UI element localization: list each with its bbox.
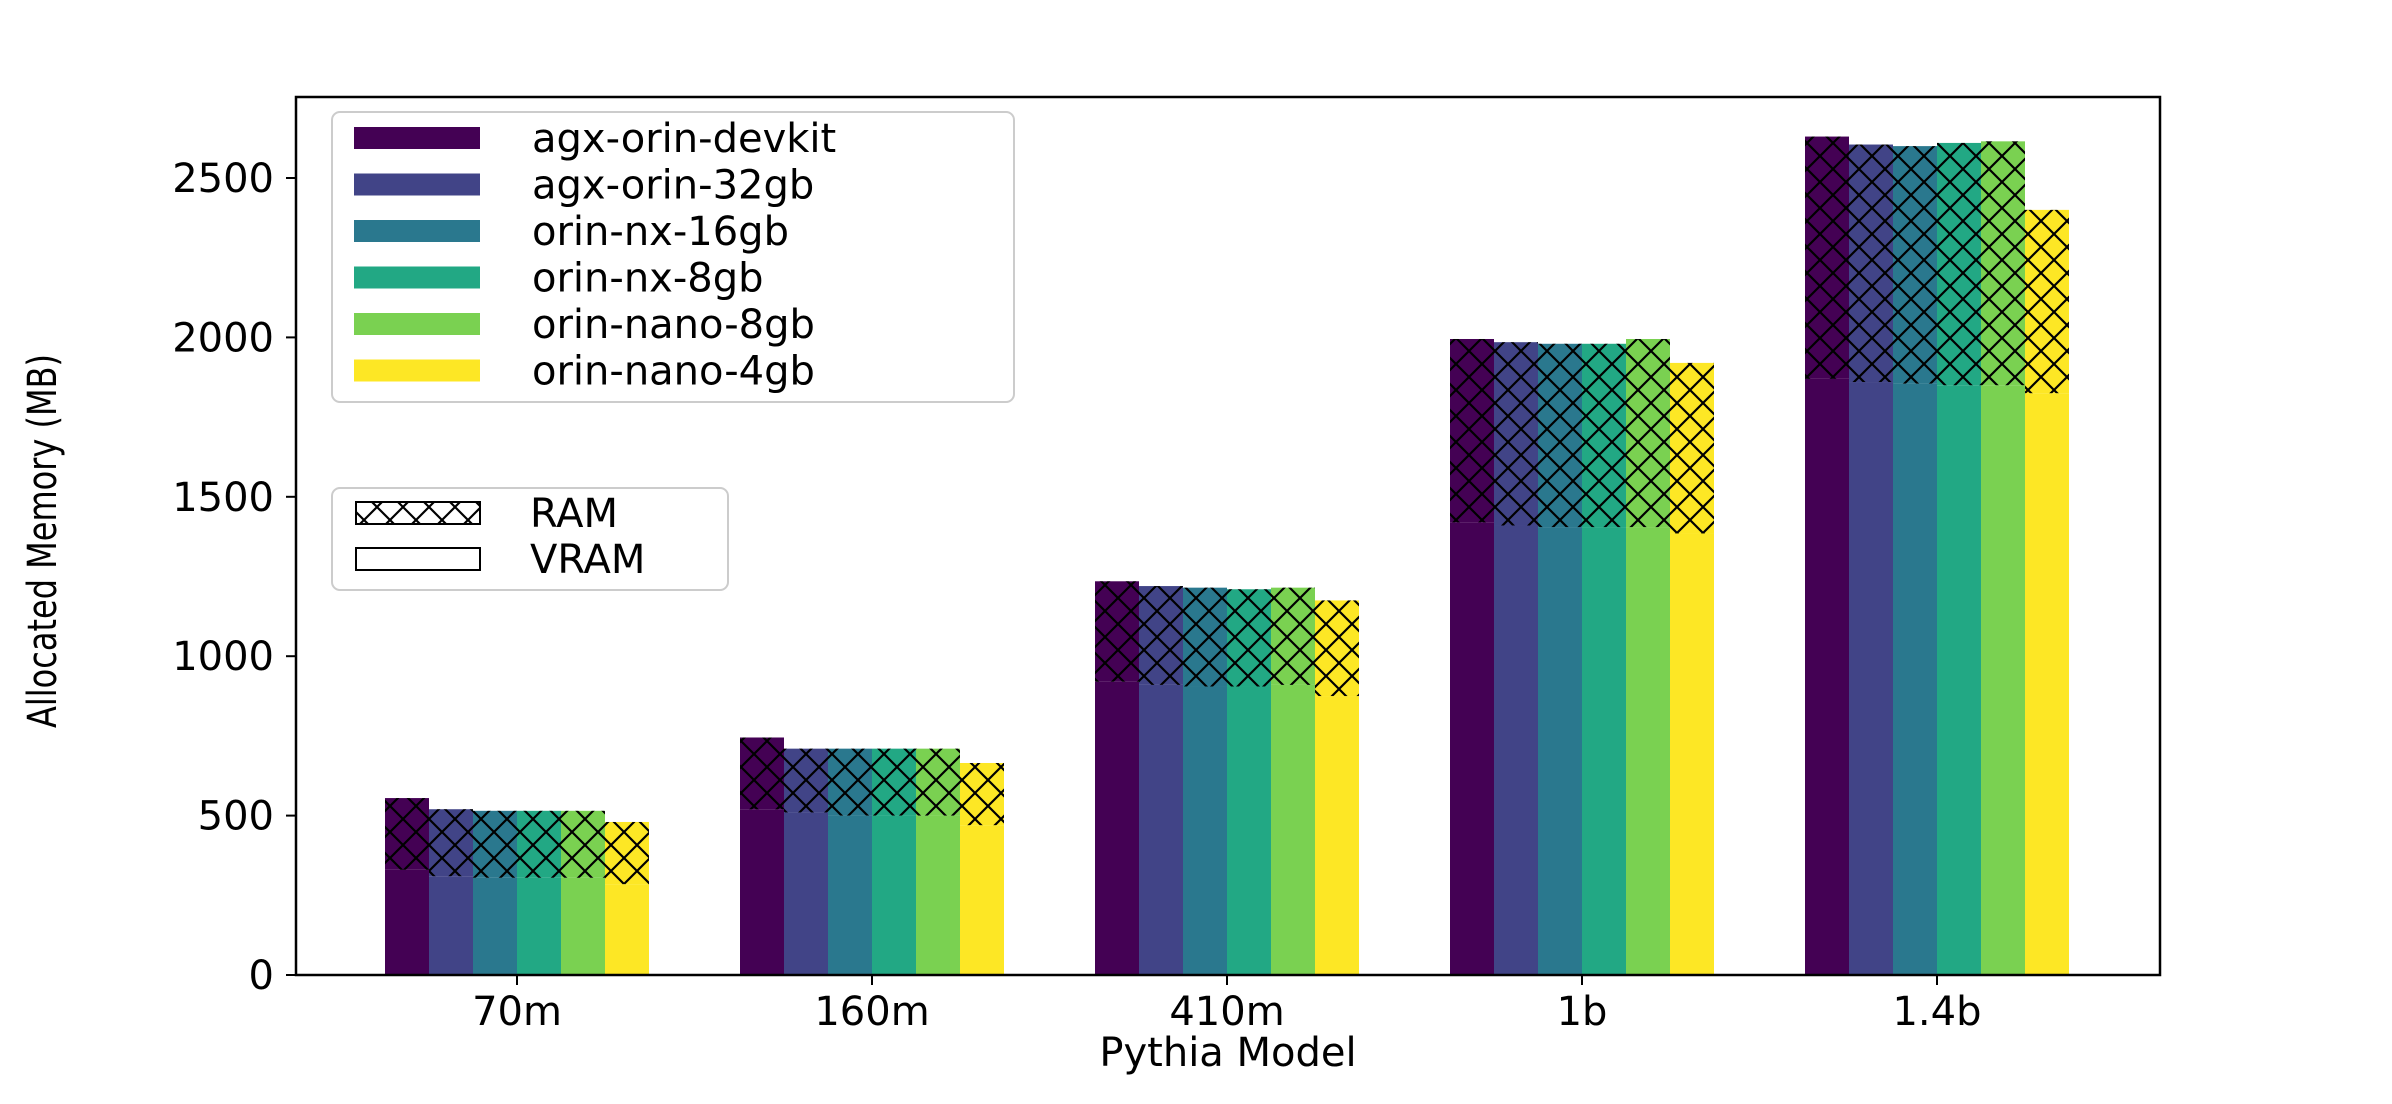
bar-vram-orin-nx-8gb-160m	[872, 815, 916, 975]
legend-label-orin-nx-16gb: orin-nx-16gb	[532, 209, 789, 255]
x-tick-label: 1.4b	[1892, 989, 1981, 1035]
plot-frame	[294, 95, 2162, 977]
x-axis-title: Pythia Model	[1099, 1030, 1356, 1076]
bar-vram-orin-nx-8gb-1b	[1582, 527, 1626, 975]
y-tick-label: 2500	[172, 156, 274, 202]
bar-ram-hatch-orin-nx-8gb-70m	[517, 810, 561, 878]
hatch-legend-label-VRAM: VRAM	[530, 537, 645, 583]
bar-vram-orin-nano-4gb-1.4b	[2025, 393, 2069, 975]
bar-ram-hatch-orin-nx-8gb-410m	[1227, 589, 1271, 687]
legend-swatch-orin-nano-4gb	[354, 359, 480, 382]
y-axis-title: Allocated Memory (MB)	[18, 354, 65, 728]
bar-ram-hatch-agx-orin-devkit-1.4b	[1805, 136, 1849, 379]
legend-swatch-orin-nano-8gb	[354, 313, 480, 335]
bar-vram-orin-nx-8gb-70m	[517, 877, 561, 975]
bar-ram-hatch-orin-nx-8gb-160m	[872, 748, 916, 816]
bar-vram-agx-orin-devkit-1.4b	[1805, 378, 1849, 975]
legend-swatch-agx-orin-devkit	[354, 127, 480, 149]
bar-ram-hatch-orin-nano-4gb-160m	[960, 762, 1004, 826]
bar-ram-hatch-orin-nano-4gb-1b	[1670, 362, 1714, 534]
bar-ram-hatch-agx-orin-32gb-70m	[429, 809, 473, 877]
bar-vram-agx-orin-32gb-1.4b	[1849, 382, 1893, 976]
y-tick-label: 0	[249, 953, 274, 999]
bar-vram-orin-nx-16gb-1.4b	[1893, 383, 1937, 976]
legend-label-orin-nano-8gb: orin-nano-8gb	[532, 302, 815, 348]
x-tick-label: 70m	[472, 989, 562, 1035]
legend-swatch-agx-orin-32gb	[354, 173, 480, 196]
bar-vram-orin-nx-16gb-410m	[1183, 686, 1227, 975]
bar-vram-orin-nano-4gb-1b	[1670, 533, 1714, 975]
bar-ram-hatch-agx-orin-32gb-1.4b	[1849, 144, 1893, 383]
bar-vram-orin-nano-4gb-160m	[960, 825, 1004, 975]
x-tick-label: 410m	[1169, 989, 1284, 1035]
bar-ram-hatch-agx-orin-32gb-410m	[1139, 586, 1183, 685]
bar-ram-hatch-orin-nx-16gb-410m	[1183, 587, 1227, 687]
bar-vram-agx-orin-devkit-160m	[740, 809, 784, 975]
y-tick-label: 1000	[172, 634, 274, 680]
hatch-legend-pattern-RAM	[356, 502, 480, 524]
bar-ram-hatch-orin-nano-4gb-70m	[605, 821, 649, 885]
bar-ram-hatch-orin-nano-8gb-410m	[1271, 587, 1315, 685]
bar-vram-agx-orin-32gb-70m	[429, 876, 473, 975]
legend-label-agx-orin-devkit: agx-orin-devkit	[532, 116, 836, 162]
bar-ram-hatch-orin-nano-8gb-1.4b	[1981, 141, 2025, 386]
bar-vram-orin-nx-8gb-410m	[1227, 686, 1271, 975]
y-tick-label: 1500	[172, 475, 274, 521]
bar-vram-orin-nano-4gb-410m	[1315, 696, 1359, 975]
bar-vram-agx-orin-devkit-1b	[1450, 522, 1494, 975]
bar-ram-hatch-orin-nx-16gb-160m	[828, 748, 872, 816]
bar-ram-hatch-agx-orin-devkit-410m	[1095, 581, 1139, 682]
bar-ram-hatch-orin-nx-8gb-1b	[1582, 343, 1626, 528]
bar-vram-agx-orin-32gb-1b	[1494, 525, 1538, 975]
bar-vram-orin-nano-8gb-1.4b	[1981, 385, 2025, 976]
legend-swatch-orin-nx-8gb	[354, 266, 480, 289]
bar-vram-orin-nano-4gb-70m	[605, 884, 649, 975]
bar-ram-hatch-orin-nano-4gb-410m	[1315, 600, 1359, 697]
bar-ram-hatch-agx-orin-devkit-160m	[740, 737, 784, 810]
bar-ram-hatch-orin-nx-8gb-1.4b	[1937, 142, 1981, 386]
bar-vram-orin-nano-8gb-70m	[561, 877, 605, 975]
bar-ram-hatch-orin-nx-16gb-1.4b	[1893, 146, 1937, 384]
y-tick-label: 500	[198, 794, 274, 840]
bar-ram-hatch-agx-orin-devkit-70m	[385, 798, 429, 870]
bar-ram-hatch-agx-orin-32gb-1b	[1494, 342, 1538, 526]
bar-vram-agx-orin-devkit-410m	[1095, 681, 1139, 975]
bar-vram-orin-nx-16gb-160m	[828, 815, 872, 975]
bar-vram-orin-nx-8gb-1.4b	[1937, 385, 1981, 976]
bar-vram-orin-nx-16gb-70m	[473, 877, 517, 975]
x-tick-label: 1b	[1557, 989, 1608, 1035]
bar-vram-agx-orin-32gb-410m	[1139, 684, 1183, 975]
bar-vram-orin-nano-8gb-160m	[916, 815, 960, 975]
bar-vram-orin-nx-16gb-1b	[1538, 527, 1582, 975]
bar-vram-orin-nano-8gb-1b	[1626, 527, 1670, 975]
y-tick-label: 2000	[172, 315, 274, 361]
bar-ram-hatch-agx-orin-32gb-160m	[784, 748, 828, 813]
legend-label-agx-orin-32gb: agx-orin-32gb	[532, 163, 814, 209]
bar-ram-hatch-orin-nx-16gb-70m	[473, 810, 517, 878]
bar-ram-hatch-orin-nano-4gb-1.4b	[2025, 209, 2069, 394]
bar-ram-hatch-orin-nano-8gb-70m	[561, 810, 605, 878]
hatch-legend-swatch-VRAM	[355, 547, 481, 571]
hatch-legend-label-RAM: RAM	[530, 491, 618, 537]
legend-label-orin-nx-8gb: orin-nx-8gb	[532, 256, 764, 302]
series-legend	[331, 111, 1015, 403]
x-tick-label: 160m	[814, 989, 929, 1035]
bar-ram-hatch-orin-nx-16gb-1b	[1538, 343, 1582, 528]
legend-label-orin-nano-4gb: orin-nano-4gb	[532, 349, 815, 395]
bar-vram-agx-orin-32gb-160m	[784, 812, 828, 975]
bar-ram-hatch-agx-orin-devkit-1b	[1450, 338, 1494, 523]
bar-vram-agx-orin-devkit-70m	[385, 869, 429, 975]
bar-ram-hatch-orin-nano-8gb-160m	[916, 748, 960, 816]
legend-swatch-orin-nx-16gb	[354, 220, 480, 242]
bar-ram-hatch-orin-nano-8gb-1b	[1626, 338, 1670, 528]
bar-vram-orin-nano-8gb-410m	[1271, 684, 1315, 975]
